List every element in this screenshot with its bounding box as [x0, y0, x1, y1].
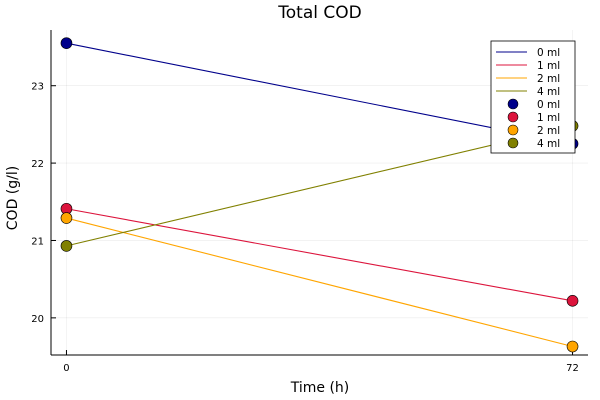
y-tick-label: 20 [31, 314, 44, 325]
legend-marker-swatch-1 [507, 111, 519, 123]
series-lines [66, 42, 573, 348]
legend-marker-swatch-0 [507, 98, 519, 110]
series-line-2 [66, 217, 573, 348]
series-line-1 [66, 208, 573, 302]
axes [50, 30, 588, 356]
x-axis-label: Time (h) [290, 380, 350, 396]
legend-line-label: 2 ml [537, 73, 560, 85]
y-tick-label: 23 [31, 82, 44, 93]
legend-box [490, 40, 576, 154]
legend-line-label: 1 ml [537, 60, 560, 72]
series-line-3 [66, 125, 573, 247]
legend-line-label: 4 ml [537, 86, 560, 98]
legend-line-label: 0 ml [537, 47, 560, 59]
chart-title: Total COD [277, 3, 361, 23]
series-point-2 [60, 212, 73, 224]
y-axis-label: COD (g/l) [5, 166, 21, 230]
legend-marker-label: 0 ml [537, 99, 560, 111]
legend: 0 ml1 ml2 ml4 ml0 ml1 ml2 ml4 ml [490, 40, 576, 154]
series-point-1 [566, 295, 579, 307]
legend-marker-label: 1 ml [537, 112, 560, 124]
series-line-0 [66, 42, 573, 145]
y-tick-label: 21 [31, 236, 44, 247]
series-point-3 [60, 240, 73, 252]
series-point-0 [60, 37, 73, 49]
series-point-2 [566, 340, 579, 353]
x-tick-label: 0 [63, 363, 69, 374]
legend-marker-swatch-3 [507, 137, 519, 149]
legend-marker-label: 4 ml [537, 138, 560, 150]
legend-marker-swatch-2 [507, 124, 519, 136]
legend-marker-label: 2 ml [537, 125, 560, 137]
y-tick-label: 22 [31, 159, 44, 170]
x-tick-label: 72 [566, 363, 579, 374]
ticks: 0 72 20 21 22 23 [31, 82, 579, 374]
